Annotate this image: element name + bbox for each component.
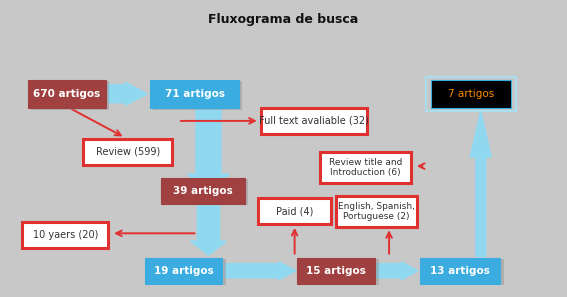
FancyBboxPatch shape bbox=[336, 196, 417, 227]
FancyBboxPatch shape bbox=[420, 258, 500, 284]
FancyBboxPatch shape bbox=[154, 81, 242, 110]
Text: Paid (4): Paid (4) bbox=[276, 206, 314, 216]
FancyBboxPatch shape bbox=[320, 152, 411, 183]
Text: 10 yaers (20): 10 yaers (20) bbox=[33, 230, 98, 240]
Text: Review title and
Introduction (6): Review title and Introduction (6) bbox=[329, 158, 402, 177]
FancyArrow shape bbox=[108, 82, 147, 105]
Text: 19 artigos: 19 artigos bbox=[154, 266, 213, 276]
FancyBboxPatch shape bbox=[161, 178, 244, 204]
Text: 39 artigos: 39 artigos bbox=[173, 186, 233, 196]
FancyBboxPatch shape bbox=[22, 222, 108, 247]
FancyArrow shape bbox=[191, 204, 227, 255]
FancyBboxPatch shape bbox=[164, 179, 248, 205]
FancyBboxPatch shape bbox=[31, 81, 109, 110]
Text: Review (599): Review (599) bbox=[96, 147, 160, 157]
FancyBboxPatch shape bbox=[28, 80, 105, 108]
FancyBboxPatch shape bbox=[298, 258, 375, 284]
FancyBboxPatch shape bbox=[148, 259, 226, 285]
FancyArrow shape bbox=[188, 109, 229, 195]
Text: Full text avaliable (32): Full text avaliable (32) bbox=[259, 116, 369, 126]
FancyBboxPatch shape bbox=[431, 80, 511, 108]
FancyBboxPatch shape bbox=[423, 259, 503, 285]
FancyArrow shape bbox=[377, 262, 418, 280]
FancyArrow shape bbox=[225, 262, 296, 280]
Text: 15 artigos: 15 artigos bbox=[306, 266, 366, 276]
FancyBboxPatch shape bbox=[83, 139, 172, 165]
FancyBboxPatch shape bbox=[145, 258, 222, 284]
Text: 7 artigos: 7 artigos bbox=[448, 89, 494, 99]
Text: Fluxograma de busca: Fluxograma de busca bbox=[209, 13, 358, 26]
Text: English, Spanish,
Portuguese (2): English, Spanish, Portuguese (2) bbox=[338, 202, 415, 221]
FancyArrow shape bbox=[470, 110, 492, 257]
Text: 670 artigos: 670 artigos bbox=[33, 89, 100, 99]
FancyBboxPatch shape bbox=[261, 108, 367, 134]
FancyBboxPatch shape bbox=[259, 198, 331, 224]
FancyBboxPatch shape bbox=[150, 80, 239, 108]
Text: 71 artigos: 71 artigos bbox=[164, 89, 225, 99]
Text: 13 artigos: 13 artigos bbox=[430, 266, 490, 276]
FancyBboxPatch shape bbox=[301, 259, 379, 285]
